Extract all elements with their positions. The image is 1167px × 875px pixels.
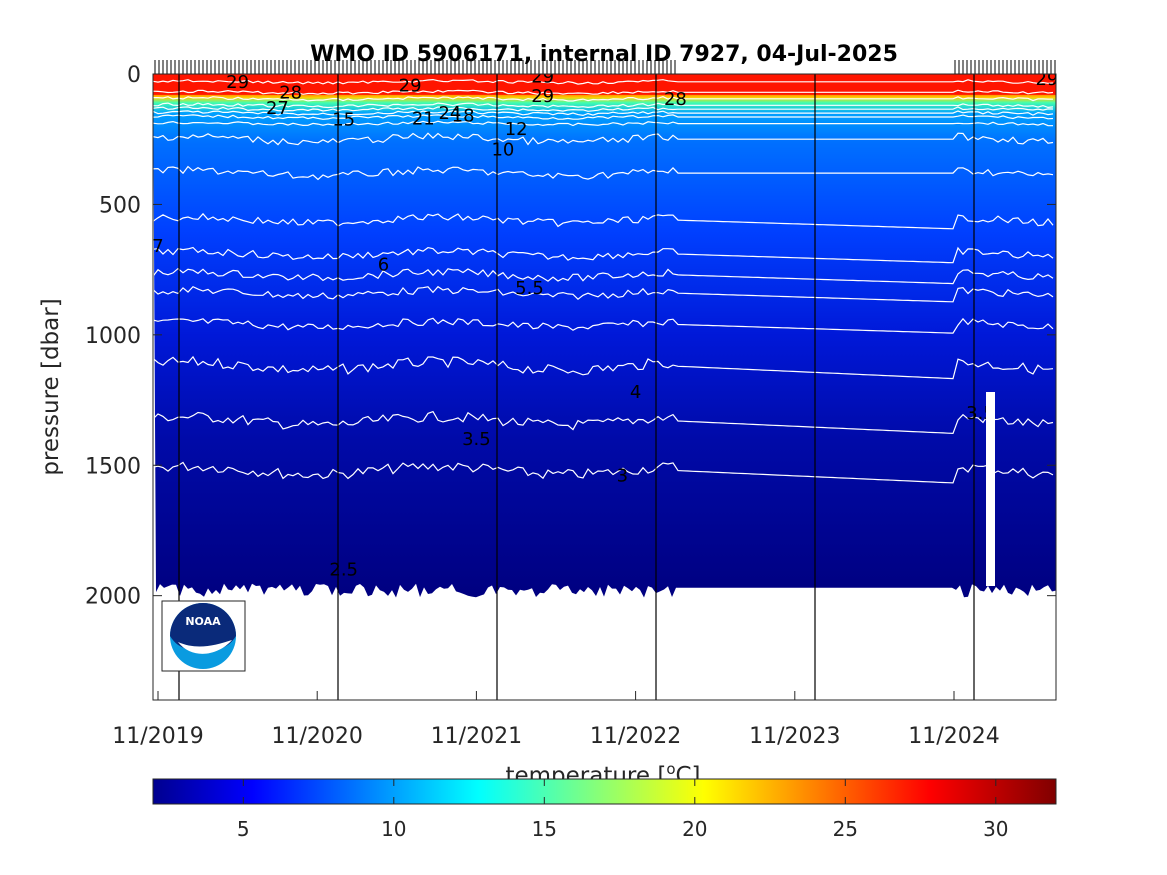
- contour-line: [153, 246, 1054, 264]
- contour-line: [153, 410, 1054, 435]
- y-axis-label: pressure [dbar]: [38, 298, 64, 475]
- contour-lines: [153, 78, 1054, 484]
- contour-label: 29: [531, 86, 554, 107]
- temperature-field: [153, 74, 1056, 598]
- colorbar-tick-label: 20: [682, 817, 707, 841]
- y-tick-label: 2000: [85, 585, 141, 610]
- chart-title: WMO ID 5906171, internal ID 7927, 04-Jul…: [310, 42, 898, 67]
- contour-label: 5.5: [515, 278, 544, 299]
- contour-line: [153, 212, 1054, 230]
- year-gridlines: [178, 74, 975, 700]
- contour-label: 12: [505, 119, 528, 140]
- contour-label: 28: [279, 82, 302, 103]
- contour-line: [153, 106, 1054, 112]
- x-tick-label: 11/2021: [431, 724, 522, 749]
- contour-label: 21: [412, 108, 435, 129]
- y-tick-label: 1500: [85, 454, 141, 479]
- contour-line: [153, 89, 1054, 95]
- data-gap: [986, 392, 995, 586]
- x-tick-label: 11/2024: [908, 724, 999, 749]
- contour-label: 2.5: [329, 560, 358, 581]
- contour-line: [153, 114, 1054, 120]
- colorbar-tick-label: 30: [983, 817, 1008, 841]
- contour-label: 3.5: [462, 429, 491, 450]
- x-tick-label: 11/2022: [590, 724, 681, 749]
- contour-label: 6: [378, 254, 389, 275]
- noaa-logo: NOAA: [161, 600, 246, 672]
- surface-warm-layer: [153, 74, 1056, 95]
- contour-label: 29: [1035, 69, 1058, 90]
- contour-line: [153, 285, 1054, 303]
- contour-line: [153, 102, 1054, 109]
- contour-line: [153, 461, 1054, 484]
- contour-label: 18: [452, 106, 475, 127]
- contour-line: [153, 165, 1054, 181]
- contour-line: [153, 120, 1054, 127]
- contour-line: [153, 110, 1054, 117]
- y-tick-label: 1000: [85, 324, 141, 349]
- x-tick-label: 11/2019: [112, 724, 203, 749]
- contour-line: [153, 96, 1054, 102]
- contour-label: 3: [617, 466, 628, 487]
- x-tick-label: 11/2023: [749, 724, 840, 749]
- contour-label: 10: [491, 140, 514, 161]
- colorbar-tick-label: 15: [532, 817, 557, 841]
- colorbar-gradient: [152, 778, 1057, 805]
- y-tick-label: 0: [127, 63, 141, 88]
- y-axis: 0 500 1000 1500 2000: [85, 63, 1056, 610]
- colorbar-ticks: 5 10 15 20 25 30: [237, 779, 1009, 841]
- contour-label: 29: [226, 72, 249, 93]
- colorbar-tick-label: 5: [237, 817, 250, 841]
- y-tick-label: 500: [99, 193, 141, 218]
- contour-label: 27: [266, 98, 289, 119]
- contour-line: [153, 78, 1054, 85]
- contour-label: 29: [399, 76, 422, 97]
- colorbar: 5 10 15 20 25 30: [152, 778, 1057, 841]
- colorbar-tick-label: 10: [381, 817, 406, 841]
- contour-label: 7: [152, 236, 163, 257]
- x-tick-label: 11/2020: [271, 724, 362, 749]
- contour-label: 29: [531, 67, 554, 88]
- noaa-logo-text: NOAA: [185, 615, 221, 628]
- x-axis: 11/2019 11/2020 11/2021 11/2022 11/2023 11/20…: [112, 691, 1000, 749]
- contour-label: 28: [664, 89, 687, 110]
- colorbar-tick-label: 25: [833, 817, 858, 841]
- plot-frame: [152, 73, 1057, 701]
- contour-label: 15: [332, 110, 355, 131]
- contour-label: 24: [438, 103, 461, 124]
- contour-line: [153, 355, 1054, 380]
- contour-line: [153, 267, 1054, 285]
- contour-line: [153, 132, 1054, 146]
- contour-line: [153, 317, 1054, 334]
- contour-label: 4: [630, 382, 641, 403]
